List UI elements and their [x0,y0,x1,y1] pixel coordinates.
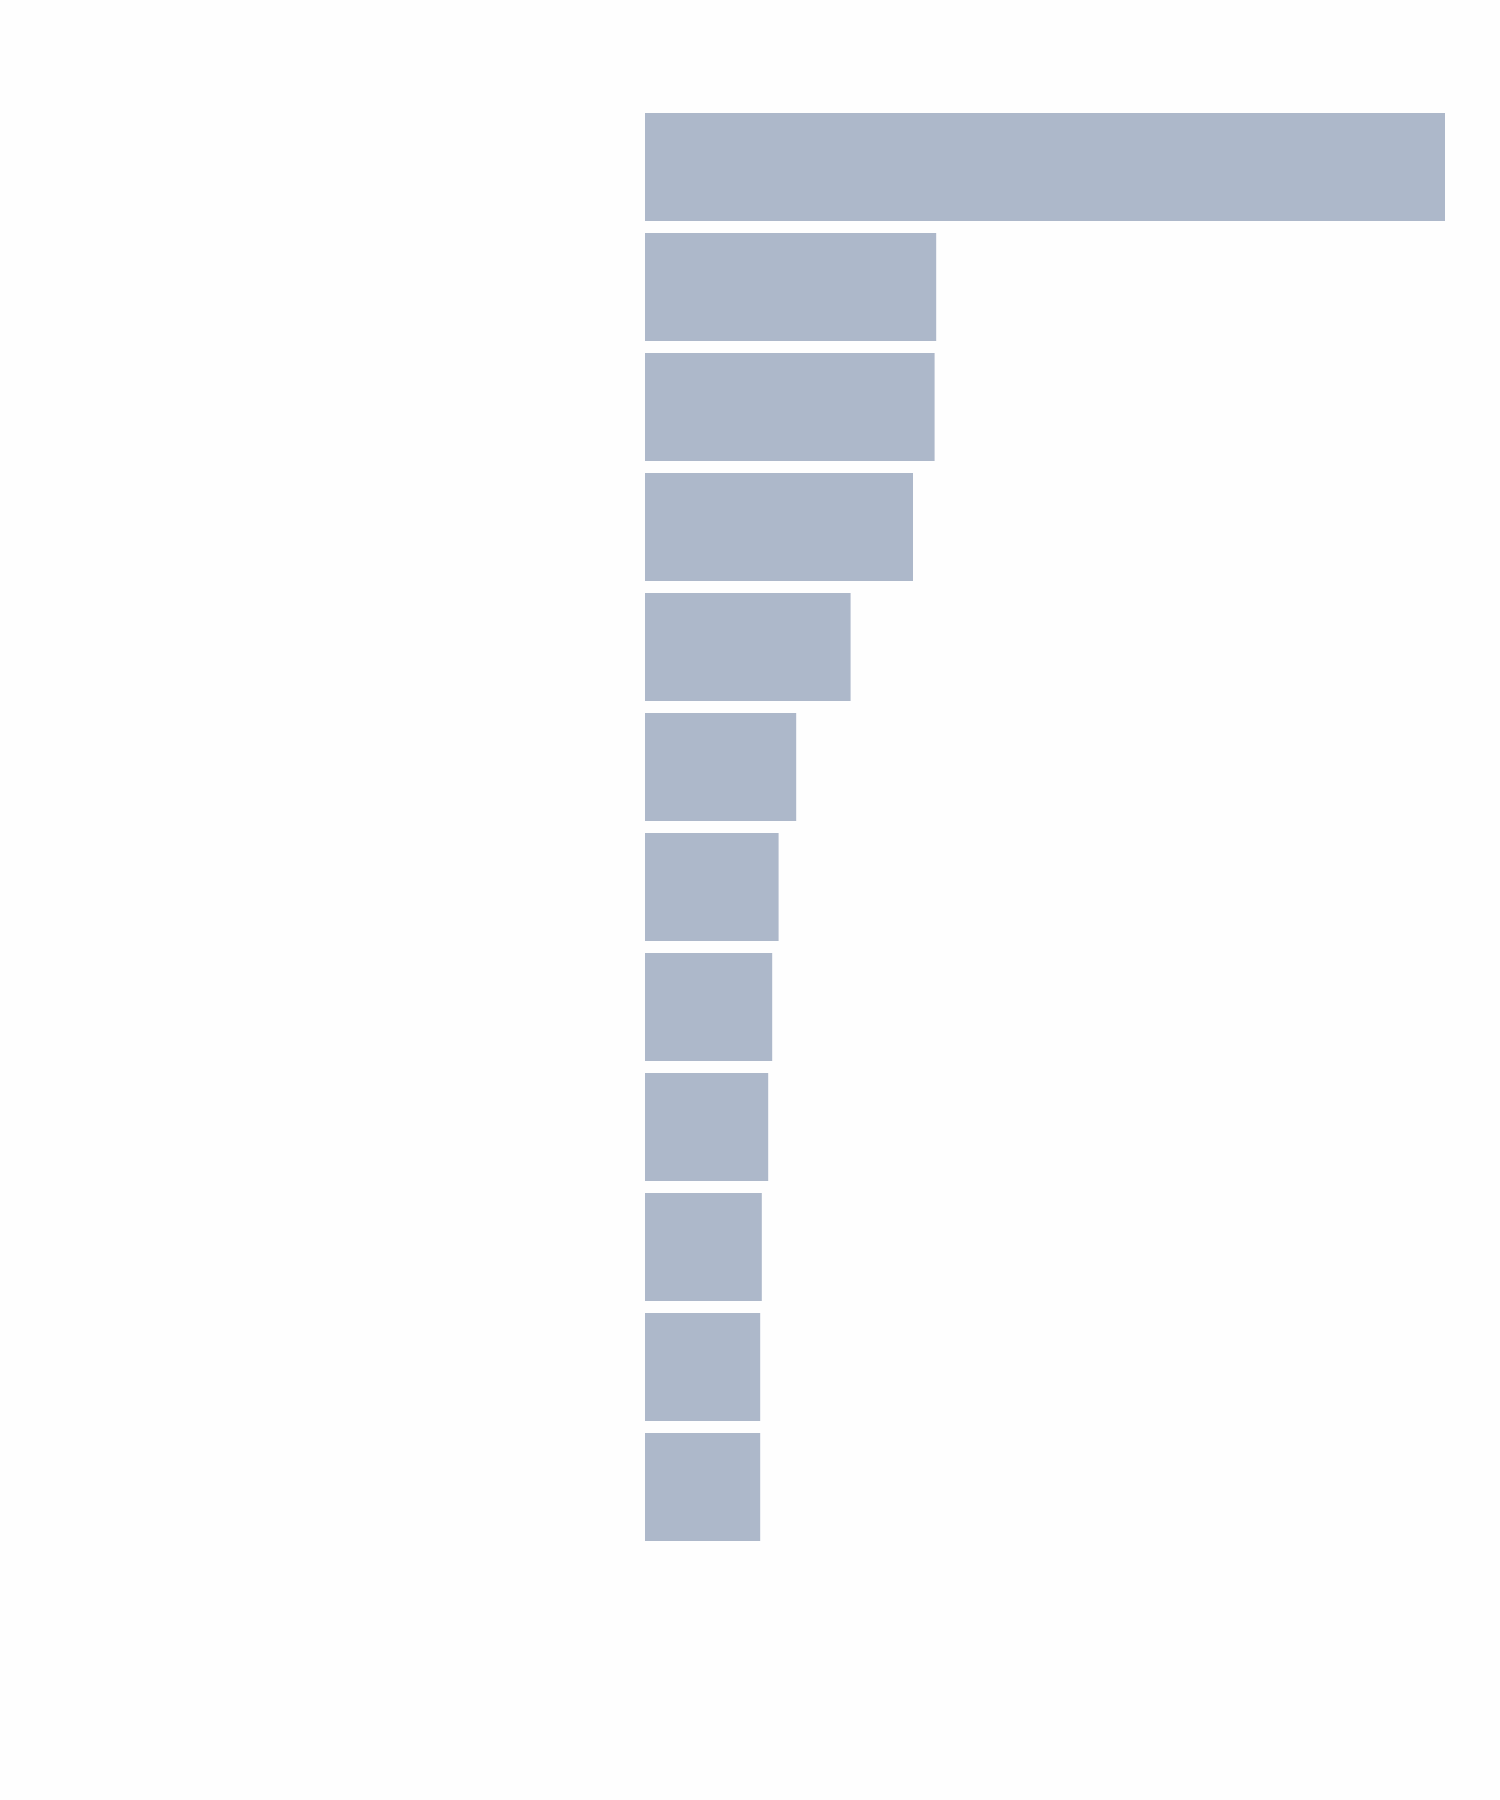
bar [645,113,1445,221]
bar [645,353,935,461]
bar [645,233,937,341]
bar [645,1073,769,1181]
bar [645,833,779,941]
bar [645,593,851,701]
bar [645,1313,761,1421]
bar [645,713,797,821]
bar [645,473,913,581]
bar [645,1433,761,1541]
bar [645,953,773,1061]
bar [645,1193,762,1301]
